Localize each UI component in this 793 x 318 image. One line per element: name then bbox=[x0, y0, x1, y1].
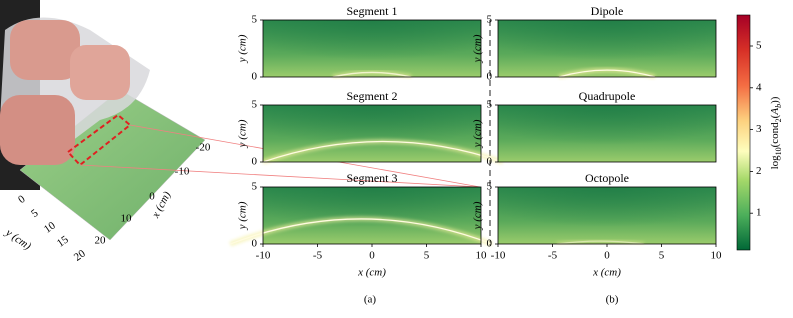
left-x-tick-label: 10 bbox=[121, 213, 133, 225]
y-tick-label: 0 bbox=[252, 156, 258, 168]
y-label: y (cm) bbox=[237, 34, 249, 63]
colorbar-label-part: ( bbox=[769, 114, 781, 118]
roi-box bbox=[66, 113, 132, 167]
x-label: x (cm) bbox=[357, 267, 386, 279]
colorbar-tick-label: 3 bbox=[756, 123, 762, 135]
heatmap-panel: Quadrupole 0 5y (cm) bbox=[472, 89, 717, 168]
y-tick-label: 0 bbox=[252, 238, 258, 250]
colorbar-label: log10(cond2(Ab)) bbox=[769, 96, 784, 169]
y-tick-label: 5 bbox=[487, 99, 493, 111]
panel-title: Dipole bbox=[591, 4, 624, 18]
left-x-tick-label: -20 bbox=[196, 142, 211, 154]
colorbar-label-part: b bbox=[774, 104, 783, 108]
x-tick-label: 10 bbox=[476, 250, 488, 262]
y-tick-label: 0 bbox=[252, 71, 258, 83]
colorbar-tick-label: 4 bbox=[756, 81, 762, 93]
x-tick-label: -10 bbox=[491, 250, 506, 262]
ridge bbox=[558, 69, 656, 78]
coil-2 bbox=[70, 45, 130, 100]
caption: (a) bbox=[364, 294, 377, 306]
y-tick-label: 0 bbox=[487, 238, 493, 250]
x-label: x (cm) bbox=[592, 267, 621, 279]
axes-frame bbox=[262, 19, 482, 78]
y-label: y (cm) bbox=[472, 201, 484, 230]
y-tick-label: 5 bbox=[252, 99, 258, 111]
x-tick-label: 0 bbox=[604, 250, 610, 262]
y-label: y (cm) bbox=[472, 119, 484, 148]
colorbar-label-part: 10 bbox=[774, 147, 783, 155]
left-x-tick-label: 20 bbox=[95, 235, 107, 247]
ridge bbox=[230, 218, 493, 245]
left-x-tick-label: 0 bbox=[149, 191, 155, 203]
x-tick-label: 5 bbox=[659, 250, 665, 262]
ridge bbox=[262, 140, 504, 163]
colorbar-tick-label: 2 bbox=[756, 165, 762, 177]
caption: (b) bbox=[606, 294, 619, 306]
colorbar-label-part: 2 bbox=[774, 118, 783, 122]
x-tick-label: -5 bbox=[313, 250, 323, 262]
coil-1 bbox=[10, 20, 80, 80]
axes-frame bbox=[262, 104, 482, 163]
y-label: y (cm) bbox=[472, 34, 484, 63]
x-tick-label: 0 bbox=[369, 250, 375, 262]
heatmap-shade bbox=[263, 187, 481, 244]
colorbar bbox=[736, 14, 751, 251]
colorbar-tick-label: 5 bbox=[756, 40, 762, 52]
colorbar-label-part: (cond bbox=[769, 122, 781, 148]
x-tick-label: -10 bbox=[256, 250, 271, 262]
y-tick-label: 0 bbox=[487, 71, 493, 83]
left-x-tick-label: -10 bbox=[175, 166, 190, 178]
x-tick-label: 10 bbox=[711, 250, 723, 262]
heatmap-shade bbox=[263, 20, 481, 77]
y-tick-label: 5 bbox=[252, 181, 258, 193]
panel-title: Segment 2 bbox=[347, 89, 398, 103]
y-tick-label: 5 bbox=[252, 14, 258, 26]
heatmap-shade bbox=[498, 105, 716, 162]
panel-title: Segment 1 bbox=[347, 4, 398, 18]
panel-title: Quadrupole bbox=[579, 89, 636, 103]
y-label: y (cm) bbox=[237, 201, 249, 230]
panel-title: Octopole bbox=[585, 171, 629, 185]
colorbar-label-part: A bbox=[769, 108, 781, 116]
left-y-tick-label: 20 bbox=[72, 247, 88, 263]
left-y-tick-label: 10 bbox=[42, 219, 58, 235]
left-y-tick-label: 15 bbox=[55, 233, 71, 249]
colorbar-label-part: log bbox=[769, 155, 781, 170]
left-y-tick-label: 0 bbox=[16, 193, 28, 206]
axes-frame bbox=[497, 104, 717, 163]
heatmap-shade bbox=[498, 20, 716, 77]
ridge bbox=[332, 71, 412, 78]
colorbar-tick-label: 1 bbox=[756, 207, 762, 219]
zoom-line bbox=[79, 164, 481, 188]
y-tick-label: 5 bbox=[487, 14, 493, 26]
x-tick-label: -5 bbox=[548, 250, 558, 262]
coil-3 bbox=[0, 95, 75, 165]
y-tick-label: 5 bbox=[487, 181, 493, 193]
axes-frame bbox=[497, 19, 717, 78]
left-y-tick-label: 5 bbox=[29, 207, 41, 220]
heatmap-shade bbox=[498, 187, 716, 244]
ridge bbox=[556, 240, 645, 245]
left-y-label: y (cm) bbox=[3, 226, 34, 253]
heatmap-panel: Dipole 0 5y (cm) bbox=[472, 4, 717, 83]
x-tick-label: 5 bbox=[424, 250, 430, 262]
panel-title: Segment 3 bbox=[347, 171, 398, 185]
y-label: y (cm) bbox=[237, 119, 249, 148]
colorbar-label-part: )) bbox=[769, 96, 781, 104]
y-tick-label: 0 bbox=[487, 156, 493, 168]
